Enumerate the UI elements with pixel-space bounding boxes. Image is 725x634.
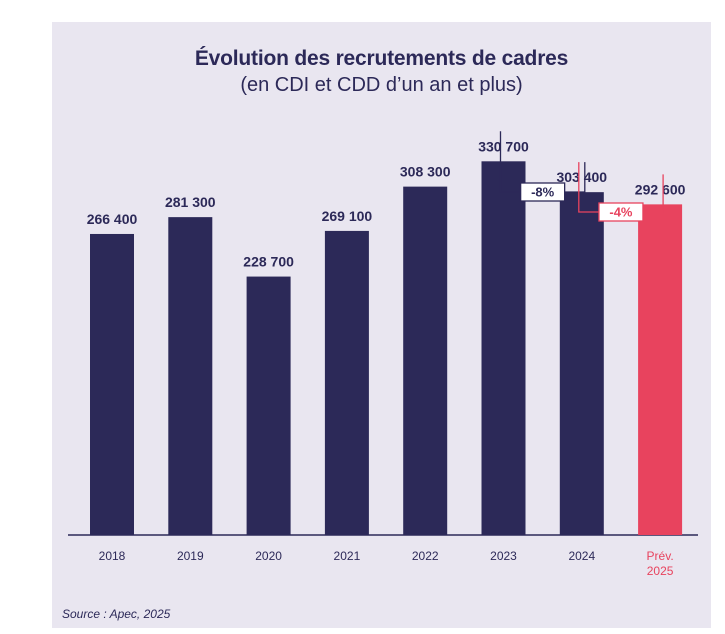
bar-value-label: 308 300 <box>400 164 451 180</box>
x-tick-label: Prév. <box>647 549 674 563</box>
bar-value-label: 266 400 <box>87 211 138 227</box>
bar-value-label: 228 700 <box>243 254 294 270</box>
change-badge <box>598 202 644 222</box>
x-tick-label: 2022 <box>412 549 439 563</box>
chart-title: Évolution des recrutements de cadres <box>194 47 569 70</box>
bar-value-label: 303 400 <box>556 169 607 185</box>
change-bracket-left <box>499 131 521 193</box>
bar <box>481 161 526 535</box>
bar-value-label: 330 700 <box>478 138 529 154</box>
x-tick-label: 2021 <box>334 549 361 563</box>
bar-value-label: 281 300 <box>165 194 216 210</box>
x-tick-label: 2023 <box>490 549 517 563</box>
chart-panel: Évolution des recrutements de cadres (en… <box>52 22 711 628</box>
bar <box>246 276 291 535</box>
x-tick-label: 2019 <box>177 549 204 563</box>
bar <box>324 230 369 536</box>
change-label: -8% <box>531 185 555 200</box>
change-bracket-right <box>642 174 664 213</box>
change-bracket-right <box>564 162 586 193</box>
source-note: Source : Apec, 2025 <box>62 607 171 621</box>
x-tick-label: 2025 <box>647 564 674 578</box>
x-tick-label: 2020 <box>255 549 282 563</box>
x-tick-label: 2018 <box>99 549 126 563</box>
bar-chart: 266 400 2018 281 300 2019 228 700 2020 269 100… <box>68 131 698 578</box>
x-tick-label: 2024 <box>568 549 595 563</box>
bar <box>168 217 213 536</box>
change-label: -4% <box>609 205 633 220</box>
bar <box>638 204 683 535</box>
change-badge <box>519 182 566 202</box>
change-bracket-left <box>578 162 599 213</box>
bar <box>403 186 448 535</box>
bar-value-label: 269 100 <box>322 208 373 224</box>
bar <box>559 192 604 535</box>
bar <box>90 233 134 535</box>
bar-value-label: 292 600 <box>635 181 686 197</box>
chart-subtitle: (en CDI et CDD d’un an et plus) <box>240 74 523 96</box>
